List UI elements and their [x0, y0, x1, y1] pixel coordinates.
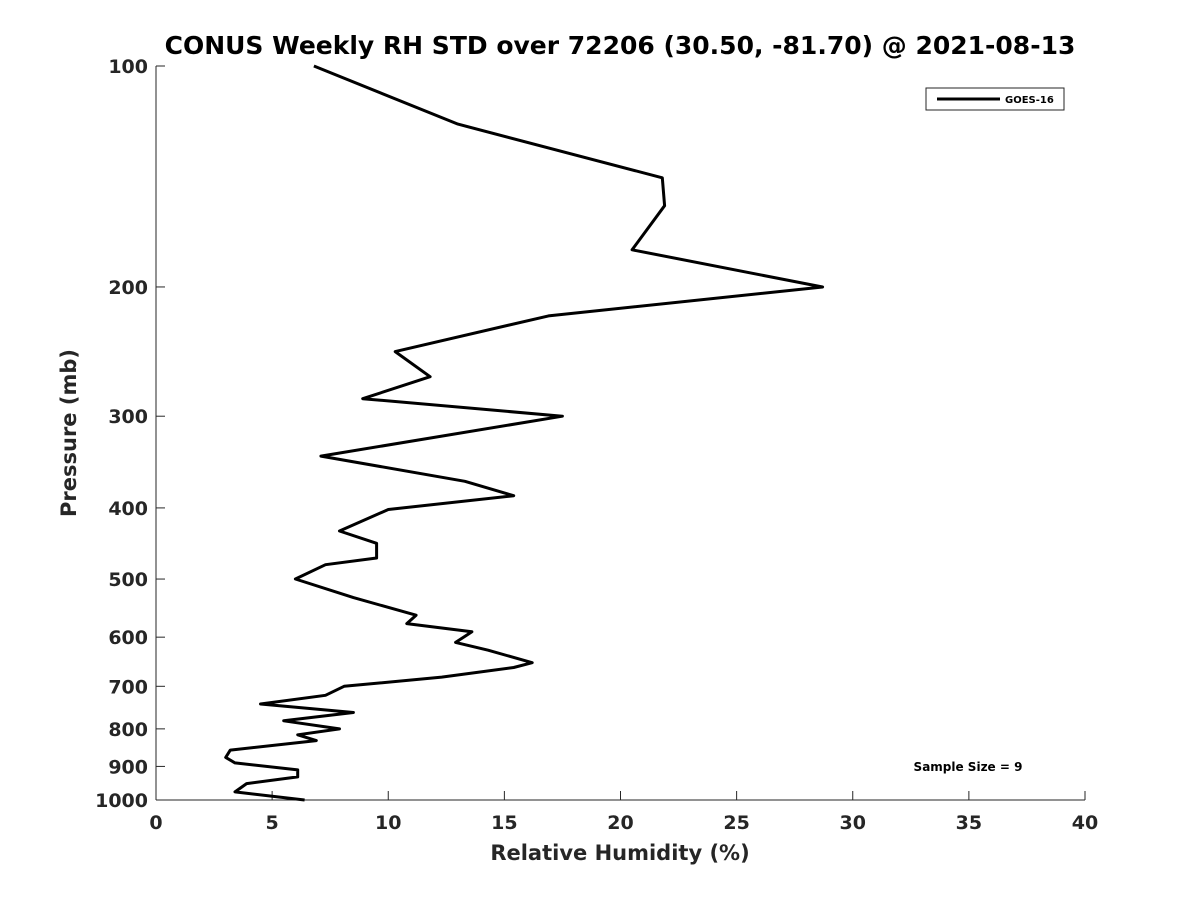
x-tick-label: 15	[491, 812, 517, 834]
sample-size-annotation: Sample Size = 9	[914, 760, 1023, 774]
legend-label-goes-16: GOES-16	[1005, 95, 1054, 106]
x-tick-label: 0	[149, 812, 162, 834]
series-layer	[224, 64, 825, 802]
chart-title: CONUS Weekly RH STD over 72206 (30.50, -…	[165, 31, 1076, 60]
y-tick-label: 400	[108, 498, 148, 520]
x-tick-label: 35	[956, 812, 982, 834]
y-tick-label: 1000	[95, 790, 148, 812]
y-axis-label: Pressure (mb)	[57, 349, 81, 517]
y-tick-label: 100	[108, 56, 148, 78]
y-tick-label: 900	[108, 756, 148, 778]
series-line-goes-16	[224, 64, 825, 802]
y-tick-label: 500	[108, 569, 148, 591]
y-tick-label: 600	[108, 627, 148, 649]
legend: GOES-16	[925, 87, 1065, 111]
y-tick-label: 800	[108, 719, 148, 741]
x-tick-label: 10	[375, 812, 401, 834]
y-ticks: 100 200 300 400 500 600 700 800 900 1000	[95, 56, 165, 812]
x-tick-label: 20	[607, 812, 633, 834]
x-axis-label: Relative Humidity (%)	[490, 841, 749, 865]
y-tick-label: 200	[108, 277, 148, 299]
x-tick-label: 40	[1072, 812, 1098, 834]
y-tick-label: 700	[108, 676, 148, 698]
x-tick-label: 5	[266, 812, 279, 834]
y-tick-label: 300	[108, 406, 148, 428]
x-ticks: 0 5 10 15 20 25 30 35 40	[149, 791, 1098, 834]
x-tick-label: 30	[840, 812, 866, 834]
x-tick-label: 25	[723, 812, 749, 834]
